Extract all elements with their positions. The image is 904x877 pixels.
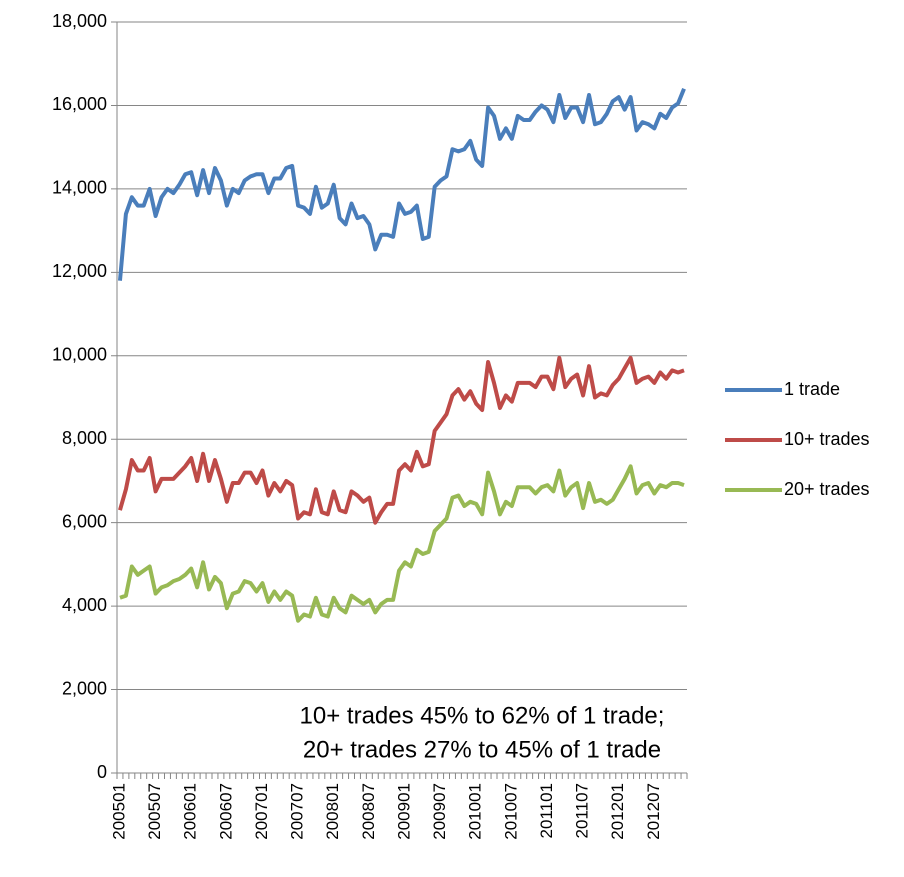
y-tick-label: 4,000 bbox=[62, 595, 107, 615]
x-tick-label: 201001 bbox=[466, 783, 485, 840]
legend-label: 1 trade bbox=[784, 379, 840, 399]
y-tick-label: 2,000 bbox=[62, 678, 107, 698]
x-tick-marks bbox=[116, 773, 688, 779]
y-tick-label: 18,000 bbox=[52, 11, 107, 31]
y-tick-label: 16,000 bbox=[52, 94, 107, 114]
x-tick-label: 200501 bbox=[109, 783, 128, 840]
x-tick-label: 200801 bbox=[323, 783, 342, 840]
x-tick-label: 200707 bbox=[288, 783, 307, 840]
annotation: 20+ trades 27% to 45% of 1 trade bbox=[303, 736, 661, 763]
x-tick-label: 200607 bbox=[216, 783, 235, 840]
x-tick-label: 201007 bbox=[501, 783, 520, 840]
x-tick-label: 201207 bbox=[644, 783, 663, 840]
y-tick-label: 6,000 bbox=[62, 511, 107, 531]
annotation: 10+ trades 45% to 62% of 1 trade; bbox=[300, 702, 665, 729]
x-tick-label: 200701 bbox=[252, 783, 271, 840]
x-tick-label: 200807 bbox=[359, 783, 378, 840]
y-tick-label: 8,000 bbox=[62, 428, 107, 448]
x-tick-label: 201201 bbox=[608, 783, 627, 840]
series-line bbox=[118, 355, 685, 525]
legend-label: 10+ trades bbox=[784, 429, 870, 449]
x-tick-label: 200907 bbox=[430, 783, 449, 840]
y-tick-label: 0 bbox=[97, 762, 107, 782]
series-line bbox=[119, 464, 685, 623]
x-tick-label: 200901 bbox=[394, 783, 413, 840]
series-line bbox=[117, 88, 686, 281]
x-tick-label: 201101 bbox=[537, 783, 556, 838]
y-tick-label: 14,000 bbox=[52, 178, 107, 198]
x-tick-label: 200507 bbox=[145, 783, 164, 840]
y-tick-label: 10,000 bbox=[52, 345, 107, 365]
x-tick-label: 201107 bbox=[573, 783, 592, 838]
y-tick-label: 12,000 bbox=[52, 261, 107, 281]
legend-label: 20+ trades bbox=[784, 479, 870, 499]
x-tick-label: 200601 bbox=[181, 783, 200, 840]
